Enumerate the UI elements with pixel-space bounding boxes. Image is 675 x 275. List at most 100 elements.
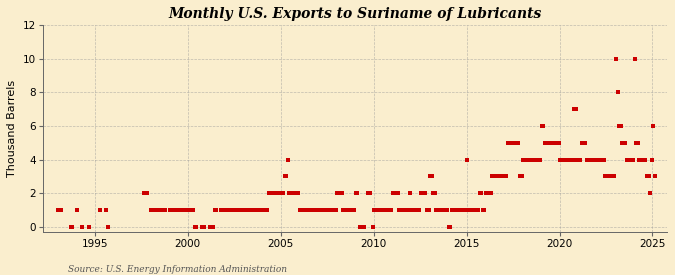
- Point: [245, 208, 256, 212]
- Point: [593, 157, 604, 162]
- Point: [233, 208, 244, 212]
- Point: [612, 90, 623, 94]
- Point: [397, 208, 408, 212]
- Point: [166, 208, 177, 212]
- Point: [324, 208, 335, 212]
- Point: [411, 208, 422, 212]
- Point: [313, 208, 324, 212]
- Point: [519, 157, 530, 162]
- Point: [521, 157, 532, 162]
- Point: [372, 208, 383, 212]
- Point: [402, 208, 412, 212]
- Point: [251, 208, 262, 212]
- Point: [76, 225, 87, 229]
- Point: [606, 174, 617, 178]
- Point: [611, 56, 622, 61]
- Point: [282, 157, 293, 162]
- Point: [507, 141, 518, 145]
- Point: [620, 141, 630, 145]
- Point: [268, 191, 279, 195]
- Point: [491, 174, 502, 178]
- Point: [396, 208, 406, 212]
- Point: [630, 141, 641, 145]
- Point: [358, 225, 369, 229]
- Point: [352, 191, 362, 195]
- Point: [508, 141, 519, 145]
- Point: [223, 208, 234, 212]
- Point: [101, 208, 112, 212]
- Point: [470, 208, 481, 212]
- Point: [225, 208, 236, 212]
- Point: [431, 208, 441, 212]
- Point: [547, 141, 558, 145]
- Point: [333, 191, 344, 195]
- Point: [560, 157, 570, 162]
- Point: [284, 191, 294, 195]
- Point: [648, 124, 659, 128]
- Point: [499, 174, 510, 178]
- Point: [516, 174, 527, 178]
- Point: [490, 174, 501, 178]
- Point: [299, 208, 310, 212]
- Point: [446, 208, 457, 212]
- Point: [595, 157, 606, 162]
- Point: [408, 208, 418, 212]
- Point: [248, 208, 259, 212]
- Point: [385, 208, 396, 212]
- Point: [167, 208, 178, 212]
- Point: [618, 141, 629, 145]
- Point: [340, 208, 350, 212]
- Point: [609, 174, 620, 178]
- Point: [453, 208, 464, 212]
- Point: [329, 208, 340, 212]
- Point: [362, 191, 373, 195]
- Point: [304, 208, 315, 212]
- Point: [460, 208, 471, 212]
- Point: [585, 157, 595, 162]
- Point: [569, 107, 580, 111]
- Point: [415, 191, 426, 195]
- Point: [616, 124, 626, 128]
- Point: [614, 124, 624, 128]
- Point: [544, 141, 555, 145]
- Point: [374, 208, 385, 212]
- Point: [468, 208, 479, 212]
- Point: [485, 191, 496, 195]
- Point: [160, 208, 171, 212]
- Title: Monthly U.S. Exports to Suriname of Lubricants: Monthly U.S. Exports to Suriname of Lubr…: [168, 7, 541, 21]
- Point: [471, 208, 482, 212]
- Point: [387, 191, 398, 195]
- Point: [250, 208, 261, 212]
- Point: [575, 157, 586, 162]
- Point: [183, 208, 194, 212]
- Point: [578, 141, 589, 145]
- Point: [343, 208, 354, 212]
- Point: [391, 191, 402, 195]
- Point: [566, 157, 576, 162]
- Point: [310, 208, 321, 212]
- Point: [350, 191, 361, 195]
- Point: [591, 157, 601, 162]
- Point: [646, 157, 657, 162]
- Point: [512, 141, 522, 145]
- Point: [84, 225, 95, 229]
- Point: [182, 208, 192, 212]
- Point: [95, 208, 105, 212]
- Point: [356, 225, 367, 229]
- Point: [262, 208, 273, 212]
- Point: [378, 208, 389, 212]
- Point: [543, 141, 554, 145]
- Point: [629, 56, 640, 61]
- Point: [222, 208, 233, 212]
- Point: [198, 225, 209, 229]
- Point: [483, 191, 494, 195]
- Point: [406, 208, 417, 212]
- Point: [456, 208, 466, 212]
- Point: [383, 208, 394, 212]
- Point: [335, 191, 346, 195]
- Point: [561, 157, 572, 162]
- Point: [341, 208, 352, 212]
- Point: [349, 208, 360, 212]
- Point: [321, 208, 331, 212]
- Point: [488, 174, 499, 178]
